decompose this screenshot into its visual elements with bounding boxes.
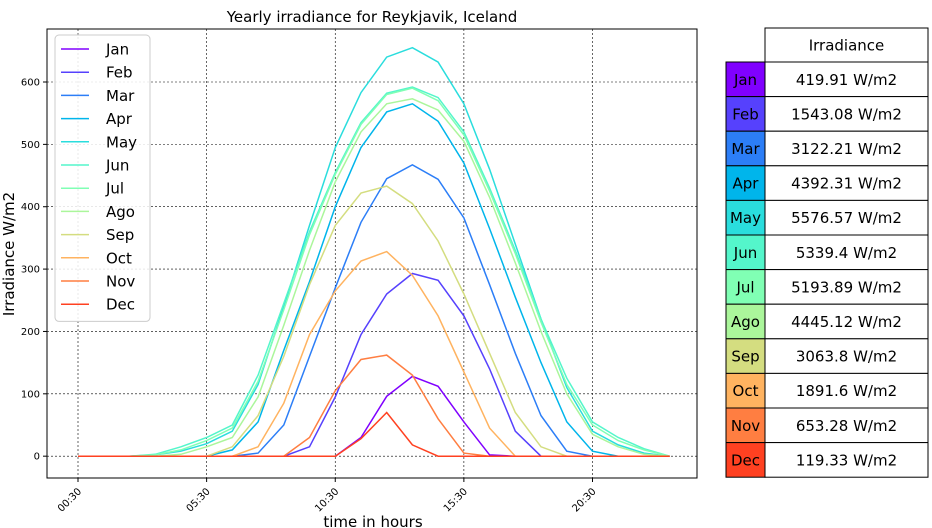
table-value-label: 3063.8 W/m2	[796, 348, 897, 366]
series-lines	[78, 46, 670, 457]
x-tick-label: 00:30	[56, 486, 84, 514]
table-value-label: 1891.6 W/m2	[796, 382, 897, 400]
table-month-label: Feb	[732, 105, 759, 123]
table-header: Irradiance	[809, 37, 885, 55]
table-month-cell	[725, 61, 766, 98]
grid	[47, 29, 697, 478]
legend-label: Dec	[106, 296, 135, 314]
table-month-label: Ago	[731, 313, 760, 331]
legend-label: Mar	[106, 87, 135, 105]
legend-label: Nov	[106, 273, 135, 291]
table-value-label: 5576.57 W/m2	[791, 209, 902, 227]
irradiance-table: Irradiance Jan 419.91 W/m2 Feb 1543.08 W/m2 M…	[725, 27, 929, 478]
table-value-cell	[764, 338, 929, 374]
series-line-ago	[78, 98, 670, 457]
x-tick-label: 15:30	[442, 486, 470, 514]
table-value-cell	[764, 96, 929, 132]
legend-label: Feb	[106, 64, 133, 82]
y-tick-label: 500	[21, 140, 40, 151]
y-tick-label: 400	[21, 202, 40, 213]
table-month-label: Dec	[731, 451, 760, 469]
table-month-label: Mar	[731, 140, 760, 158]
table-month-label: Apr	[733, 175, 760, 193]
y-tick-label: 100	[21, 389, 40, 400]
legend-label: May	[106, 133, 137, 151]
table-value-cell	[764, 130, 929, 167]
table-value-label: 5339.4 W/m2	[796, 244, 897, 262]
x-tick-label: 10:30	[313, 486, 341, 514]
y-tick-label: 600	[21, 78, 40, 89]
table-month-cell	[725, 199, 766, 236]
series-line-jul	[78, 87, 670, 457]
legend-label: Ago	[106, 203, 135, 221]
table-value-label: 4445.12 W/m2	[791, 313, 902, 331]
x-tick-label: 20:30	[570, 486, 598, 514]
y-tick-label: 200	[21, 327, 40, 338]
x-axis-label: time in hours	[323, 513, 422, 528]
x-tick-label: 05:30	[185, 486, 213, 514]
table-value-cell	[764, 165, 929, 201]
legend-label: Apr	[106, 110, 133, 128]
table-value-cell	[764, 199, 929, 236]
legend-label: Jun	[105, 157, 129, 175]
table-value-cell	[764, 303, 929, 340]
series-line-dec	[78, 411, 670, 457]
table-month-label: Jul	[735, 278, 754, 296]
series-line-may	[78, 46, 670, 457]
y-tick-label: 300	[21, 265, 40, 276]
series-line-feb	[78, 272, 670, 457]
table-value-label: 3122.21 W/m2	[791, 140, 902, 158]
legend-label: Sep	[106, 226, 134, 244]
legend-label: Jul	[105, 180, 124, 198]
table-value-label: 4392.31 W/m2	[791, 175, 902, 193]
table-value-label: 119.33 W/m2	[796, 451, 897, 469]
legend: Jan Feb Mar Apr May Jun Jul Ago Sep Oct Nov Dec	[54, 34, 151, 322]
table-month-label: Sep	[731, 348, 759, 366]
table-month-label: May	[730, 209, 761, 227]
table-value-cell	[764, 407, 929, 444]
legend-label: Oct	[106, 249, 132, 267]
y-tick-label: 0	[34, 452, 40, 463]
series-line-jun	[78, 86, 670, 457]
table-month-label: Jan	[733, 71, 757, 89]
table-header-cell	[764, 27, 929, 63]
y-axis-ticks: 0 100 200 300 400 500 600	[21, 78, 47, 463]
plot-frame	[46, 28, 698, 479]
table-value-cell	[764, 269, 929, 305]
table-value-label: 5193.89 W/m2	[791, 278, 902, 296]
y-axis-label: Irradiance W/m2	[0, 192, 18, 316]
table-month-label: Jun	[733, 244, 757, 262]
legend-box	[54, 34, 151, 322]
x-axis-ticks: 00:30 05:30 10:30 15:30 20:30	[56, 478, 599, 515]
table-month-label: Oct	[733, 382, 759, 400]
table-month-label: Nov	[731, 417, 760, 435]
legend-label: Jan	[105, 41, 129, 59]
table-value-label: 419.91 W/m2	[796, 71, 897, 89]
table-value-cell	[764, 442, 929, 478]
table-month-cell	[725, 303, 766, 340]
table-value-cell	[764, 61, 929, 98]
chart-title: Yearly irradiance for Reykjavik, Iceland	[226, 8, 517, 26]
table-value-label: 653.28 W/m2	[796, 417, 897, 435]
table-value-label: 1543.08 W/m2	[791, 105, 902, 123]
table-value-cell	[764, 234, 929, 271]
table-month-cell	[725, 338, 766, 374]
